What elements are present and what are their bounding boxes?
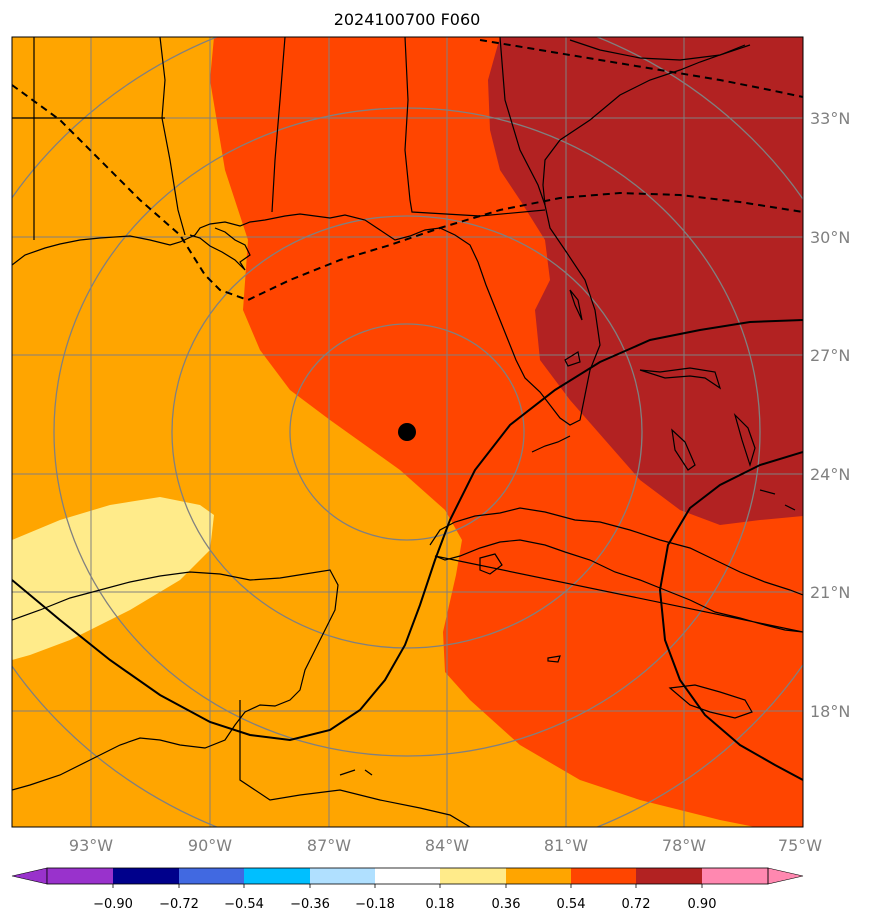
lat-tick-label: 33°N (810, 109, 850, 128)
range-ring (171, 215, 643, 649)
colorbar-segment (506, 868, 571, 884)
lon-tick-label: 90°W (188, 836, 232, 855)
colorbar-segment (571, 868, 636, 884)
colorbar-segment (47, 868, 113, 884)
colorbar-segment (310, 868, 375, 884)
colorbar-segment (244, 868, 310, 884)
solid-contours (12, 319, 803, 781)
lat-tick-label: 24°N (810, 465, 850, 484)
lat-tick-label: 27°N (810, 346, 850, 365)
colorbar-tick-label: −0.36 (290, 897, 330, 912)
lon-tick-label: 93°W (69, 836, 113, 855)
colorbar-tick-label: −0.18 (355, 897, 395, 912)
colorbar-under-arrow (11, 867, 48, 885)
colorbar-tick-label: 0.54 (557, 897, 586, 912)
colorbar-tick-label: 0.36 (492, 897, 521, 912)
lon-tick-label: 75°W (778, 836, 822, 855)
colorbar-segment (636, 868, 702, 884)
storm-center-marker (398, 423, 416, 441)
map-frame (11, 36, 804, 828)
colorbar-segment (179, 868, 244, 884)
range-ring (289, 323, 525, 541)
colorbar-segment (702, 868, 768, 884)
field-dark-red (488, 37, 803, 525)
map-panel (12, 37, 803, 827)
colorbar-tick-label: 0.90 (688, 897, 717, 912)
dashed-contours (12, 39, 803, 302)
lat-tick-label: 21°N (810, 583, 850, 602)
colorbar-tick-label: −0.90 (93, 897, 133, 912)
lon-tick-label: 81°W (544, 836, 588, 855)
lon-tick-label: 87°W (307, 836, 351, 855)
map-title: 2024100700 F060 (333, 10, 481, 29)
lon-tick-label: 78°W (662, 836, 706, 855)
colorbar: −0.90 −0.72 −0.54 −0.36 −0.18 0.18 0.36 … (11, 867, 804, 912)
colorbar-tick-label: −0.54 (224, 897, 264, 912)
field-pale-yellow (12, 497, 214, 660)
colorbar-segment (440, 868, 506, 884)
graticule (12, 37, 803, 827)
colorbar-tick-label: 0.18 (426, 897, 455, 912)
colorbar-segment (113, 868, 179, 884)
colorbar-tick-label: −0.72 (159, 897, 199, 912)
colorbar-tick-label: 0.72 (622, 897, 651, 912)
lat-tick-label: 18°N (810, 702, 850, 721)
colorbar-over-arrow (767, 867, 804, 885)
colorbar-outline (46, 867, 769, 885)
lon-tick-label: 84°W (425, 836, 469, 855)
coastlines (12, 37, 803, 827)
colorbar-segment (375, 868, 440, 884)
lat-tick-label: 30°N (810, 228, 850, 247)
